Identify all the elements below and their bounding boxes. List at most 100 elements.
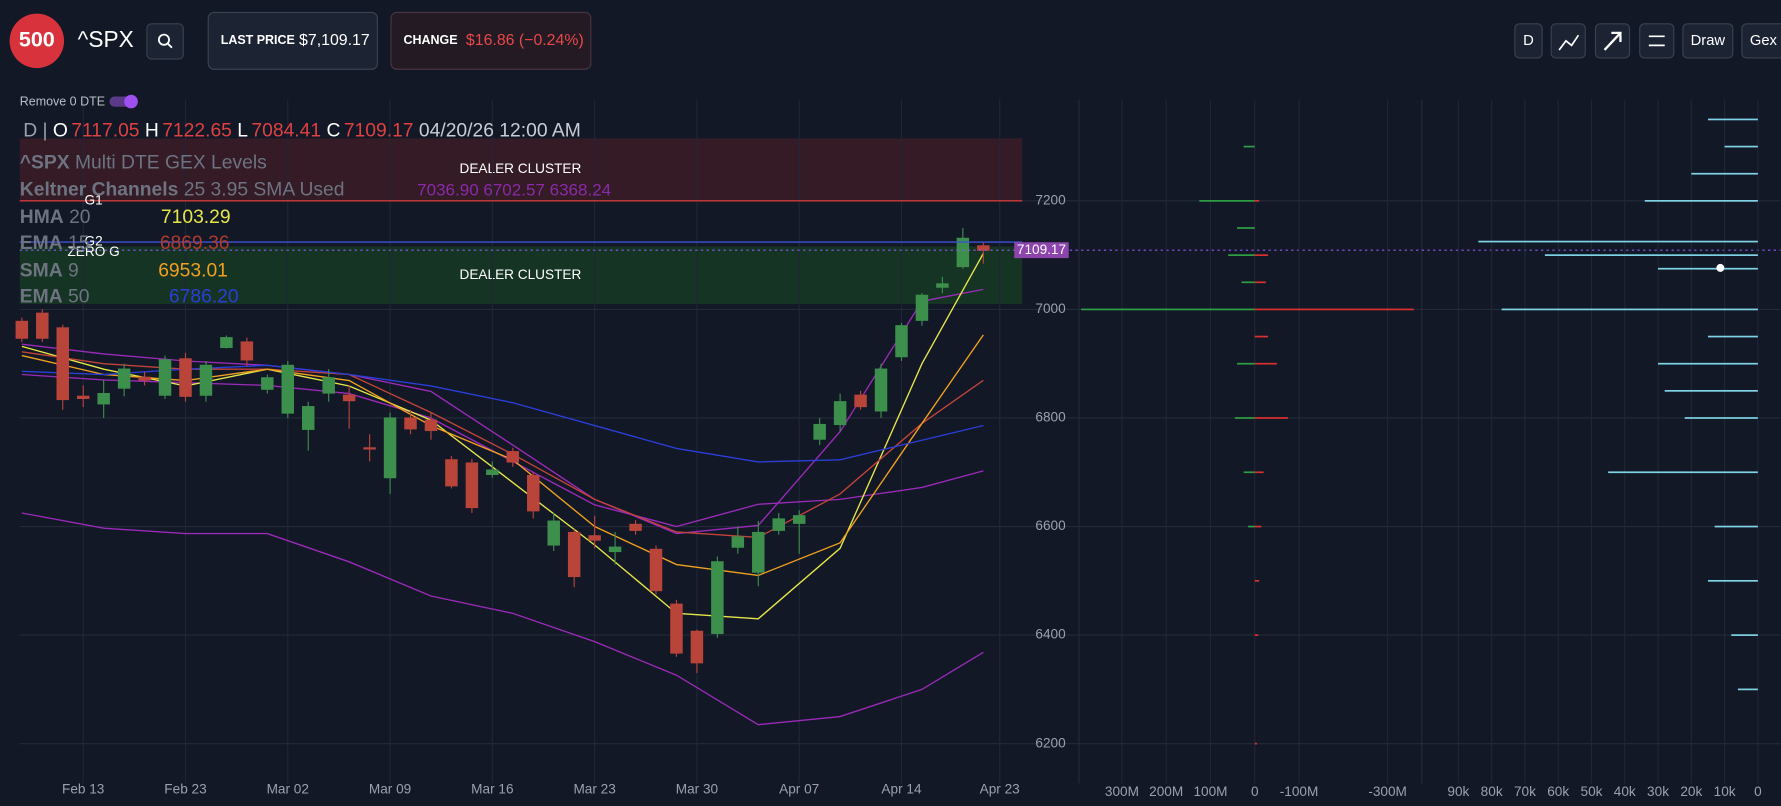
x-tick-label: Apr 14 xyxy=(881,782,922,797)
gex-bar xyxy=(1234,417,1255,419)
x-tick-label: Apr 23 xyxy=(980,782,1020,797)
cursor-dot xyxy=(1716,263,1725,272)
indicator-name: SMA xyxy=(20,260,63,281)
ohlc-letter: H xyxy=(145,121,159,142)
level-label: ZERO G xyxy=(67,244,119,259)
indicator-params: 9 xyxy=(68,260,79,281)
candle-body xyxy=(833,401,847,426)
x-tick-label: Feb 13 xyxy=(62,782,104,797)
indicator-value: 6953.01 xyxy=(158,260,228,281)
candle-body xyxy=(895,325,908,358)
change-label: CHANGE xyxy=(403,33,457,47)
candle-body xyxy=(813,423,826,440)
candle-body xyxy=(322,377,335,394)
sma-legend: SMA 9 6953.01 xyxy=(20,260,228,281)
candle-body xyxy=(977,245,990,251)
indicator-params: 15 xyxy=(68,233,89,254)
x-tick-label: 30k xyxy=(1647,784,1669,799)
x-tick-label: Mar 23 xyxy=(573,782,615,797)
gex-bar xyxy=(1254,335,1269,338)
candle-body xyxy=(220,337,233,348)
gex-bar xyxy=(1644,200,1758,202)
price-tag xyxy=(1014,242,1069,259)
search-icon xyxy=(167,43,173,49)
candle-body xyxy=(97,392,110,405)
candle-body xyxy=(690,630,704,664)
gex-bar xyxy=(1608,471,1758,474)
candle-body xyxy=(752,531,765,573)
candle-body xyxy=(956,237,970,268)
x-tick-label: 70k xyxy=(1514,784,1536,799)
candle-body xyxy=(608,546,622,553)
x-tick-label: 10k xyxy=(1714,784,1736,799)
ohlc-letter: O xyxy=(53,121,68,142)
gex-bar xyxy=(1237,362,1255,365)
candle-body xyxy=(711,561,724,635)
y-tick-label: 6400 xyxy=(1035,627,1066,642)
indicators-button[interactable] xyxy=(1550,23,1586,59)
price-tag-label: 7109.17 xyxy=(1017,242,1066,257)
y-tick-label: 7000 xyxy=(1035,301,1066,316)
gex-bar xyxy=(1254,281,1266,284)
last-price: $7,109.17 xyxy=(299,32,370,49)
logo[interactable] xyxy=(9,13,65,69)
x-tick-label: Apr 07 xyxy=(779,782,819,797)
candle-body xyxy=(281,364,295,414)
candle-body xyxy=(547,520,560,546)
gex-bar xyxy=(1228,254,1255,256)
y-tick-label: 6600 xyxy=(1035,518,1066,533)
period-button[interactable] xyxy=(1514,23,1543,59)
indicator-name: Keltner Channels xyxy=(20,180,179,201)
candle-body xyxy=(158,359,172,396)
arrow-icon xyxy=(1603,31,1622,51)
candle-body xyxy=(15,320,29,339)
candle-body xyxy=(854,394,867,408)
gex-bar xyxy=(1501,308,1758,311)
gex-legend: ^SPX Multi DTE GEX Levels xyxy=(20,153,267,174)
header: 500 ^SPX LAST PRICE $7,109.17 CHANGE $16… xyxy=(9,11,1781,108)
gex-bar xyxy=(1254,417,1288,419)
gex-bar xyxy=(1081,308,1255,311)
gex-button[interactable] xyxy=(1741,23,1781,59)
gex-bar xyxy=(1241,281,1255,284)
gex-bar xyxy=(1664,389,1758,392)
plot-area: DEALER CLUSTER DEALER CLUSTER 6200 6400 6600… xyxy=(15,99,1781,799)
y-tick-label: 6800 xyxy=(1035,410,1066,425)
candle-body xyxy=(465,462,479,509)
ohlc-letter: C xyxy=(326,121,340,142)
legend: D | O 7117.05 H 7122.65 L 7084.41 C 7109.17 … xyxy=(20,121,611,308)
gex-bar xyxy=(1544,254,1758,256)
gex-bar xyxy=(1254,308,1414,311)
legend-title: Multi DTE GEX Levels xyxy=(75,153,267,174)
draw-button[interactable] xyxy=(1682,23,1734,59)
candle-body xyxy=(874,368,888,412)
gex-bar xyxy=(1254,362,1277,365)
candle-body xyxy=(792,515,806,524)
x-tick-label: Mar 30 xyxy=(676,782,719,797)
indicator-value: 6786.20 xyxy=(169,287,239,308)
search-button[interactable] xyxy=(146,23,184,60)
settings-button[interactable] xyxy=(1639,23,1675,59)
candle-body xyxy=(261,377,274,390)
candle-body xyxy=(179,358,192,397)
change: $16.86 (−0.24%) xyxy=(466,32,584,49)
candle-body xyxy=(240,341,254,361)
ema50-legend: EMA 50 6786.20 xyxy=(20,287,239,308)
logo-text: 500 xyxy=(19,27,55,52)
gex-bar xyxy=(1254,471,1264,474)
x-tick-label: 50k xyxy=(1581,784,1603,799)
x-tick-label: 20k xyxy=(1680,784,1702,799)
ohlc-letter: L xyxy=(237,121,248,142)
gex-bar xyxy=(1658,362,1758,365)
gex-bar xyxy=(1243,145,1255,148)
last-price-label: LAST PRICE xyxy=(221,33,295,47)
gex-bar xyxy=(1731,634,1758,636)
close-value: 7109.17 xyxy=(344,121,414,142)
gex-bar xyxy=(1724,145,1758,148)
indicator-value: 6869.36 xyxy=(160,233,230,254)
x-tick-label: 0 xyxy=(1754,784,1762,799)
gex-bar xyxy=(1684,417,1758,419)
x-tick-label: 0 xyxy=(1251,784,1259,799)
